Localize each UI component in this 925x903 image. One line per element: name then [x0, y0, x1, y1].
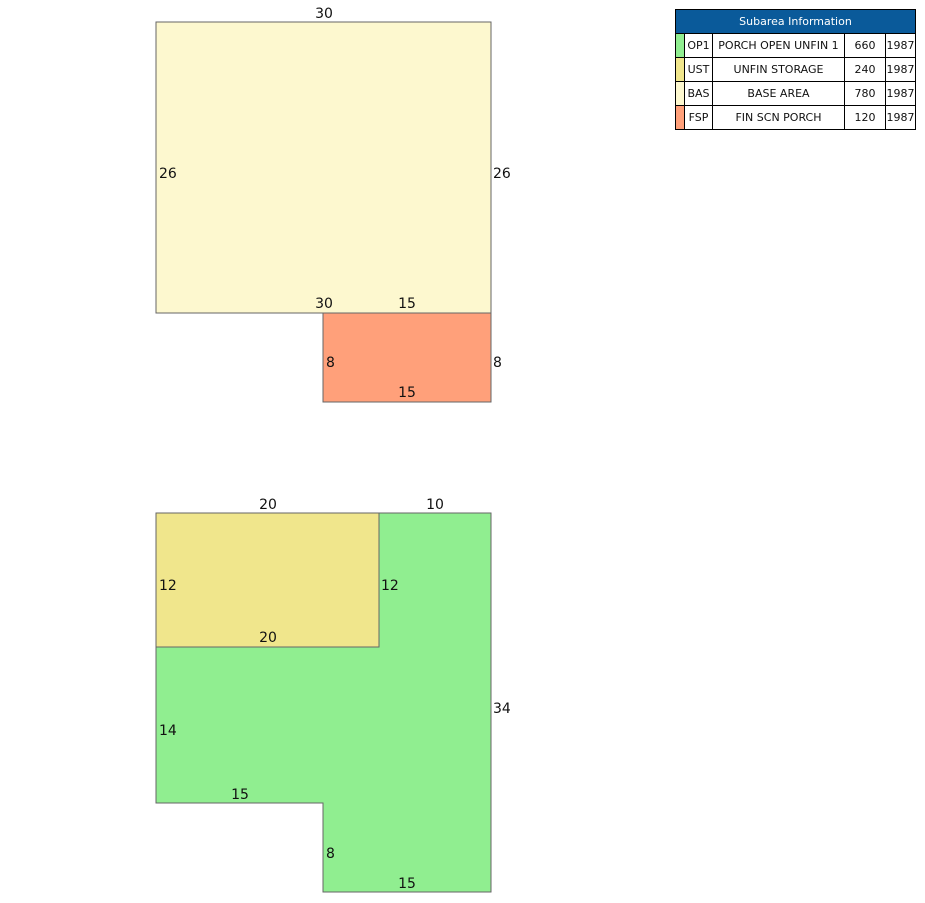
porch-open-bottom-dimension: 15	[398, 876, 416, 892]
legend-area: 120	[845, 106, 886, 129]
unfin-storage-top-dimension: 20	[259, 497, 277, 513]
legend-year: 1987	[886, 111, 915, 124]
legend-description: FIN SCN PORCH	[713, 106, 845, 129]
porch-open-top-dimension: 10	[426, 497, 444, 513]
unfin-storage-shape	[155, 512, 380, 648]
base-area-shape	[155, 21, 492, 314]
legend-color-swatch	[676, 34, 685, 57]
porch-open-right-dimension: 34	[493, 701, 511, 717]
legend-year: 1987	[886, 63, 915, 76]
legend-code: BAS	[685, 82, 713, 105]
unfin-storage-right-dimension: 12	[381, 578, 399, 594]
legend-description: BASE AREA	[713, 82, 845, 105]
porch-open-left-dimension: 14	[159, 723, 177, 739]
legend-row: FSP FIN SCN PORCH 120 1987	[676, 106, 915, 129]
fin-scn-porch-right-dimension: 8	[493, 355, 502, 371]
legend-row: OP1 PORCH OPEN UNFIN 1 660 1987	[676, 34, 915, 58]
unfin-storage-bottom-dimension: 20	[259, 630, 277, 646]
base-area-top-dimension: 30	[315, 6, 333, 22]
porch-open-step-dimension: 15	[231, 787, 249, 803]
legend-year: 1987	[886, 39, 915, 52]
base-area-bottom-dimension: 30	[315, 296, 333, 312]
base-area-left-dimension: 26	[159, 166, 177, 182]
legend-color-swatch	[676, 82, 685, 105]
fin-scn-porch-bottom-dimension: 15	[398, 385, 416, 401]
legend-description: UNFIN STORAGE	[713, 58, 845, 81]
unfin-storage-left-dimension: 12	[159, 578, 177, 594]
legend-row: BAS BASE AREA 780 1987	[676, 82, 915, 106]
legend-area: 660	[845, 34, 886, 57]
legend-year: 1987	[886, 87, 915, 100]
fin-scn-porch-top-dimension: 15	[398, 296, 416, 312]
legend-description: PORCH OPEN UNFIN 1	[713, 34, 845, 57]
legend-color-swatch	[676, 58, 685, 81]
porch-open-inner-dimension: 8	[326, 846, 335, 862]
legend-area: 780	[845, 82, 886, 105]
legend-title: Subarea Information	[676, 10, 915, 34]
fin-scn-porch-left-dimension: 8	[326, 355, 335, 371]
legend-code: FSP	[685, 106, 713, 129]
legend-row: UST UNFIN STORAGE 240 1987	[676, 58, 915, 82]
legend-color-swatch	[676, 106, 685, 129]
legend-code: OP1	[685, 34, 713, 57]
fin-scn-porch-shape	[322, 312, 492, 403]
subarea-legend-table: Subarea Information OP1 PORCH OPEN UNFIN…	[675, 9, 916, 130]
legend-code: UST	[685, 58, 713, 81]
legend-area: 240	[845, 58, 886, 81]
base-area-right-dimension: 26	[493, 166, 511, 182]
